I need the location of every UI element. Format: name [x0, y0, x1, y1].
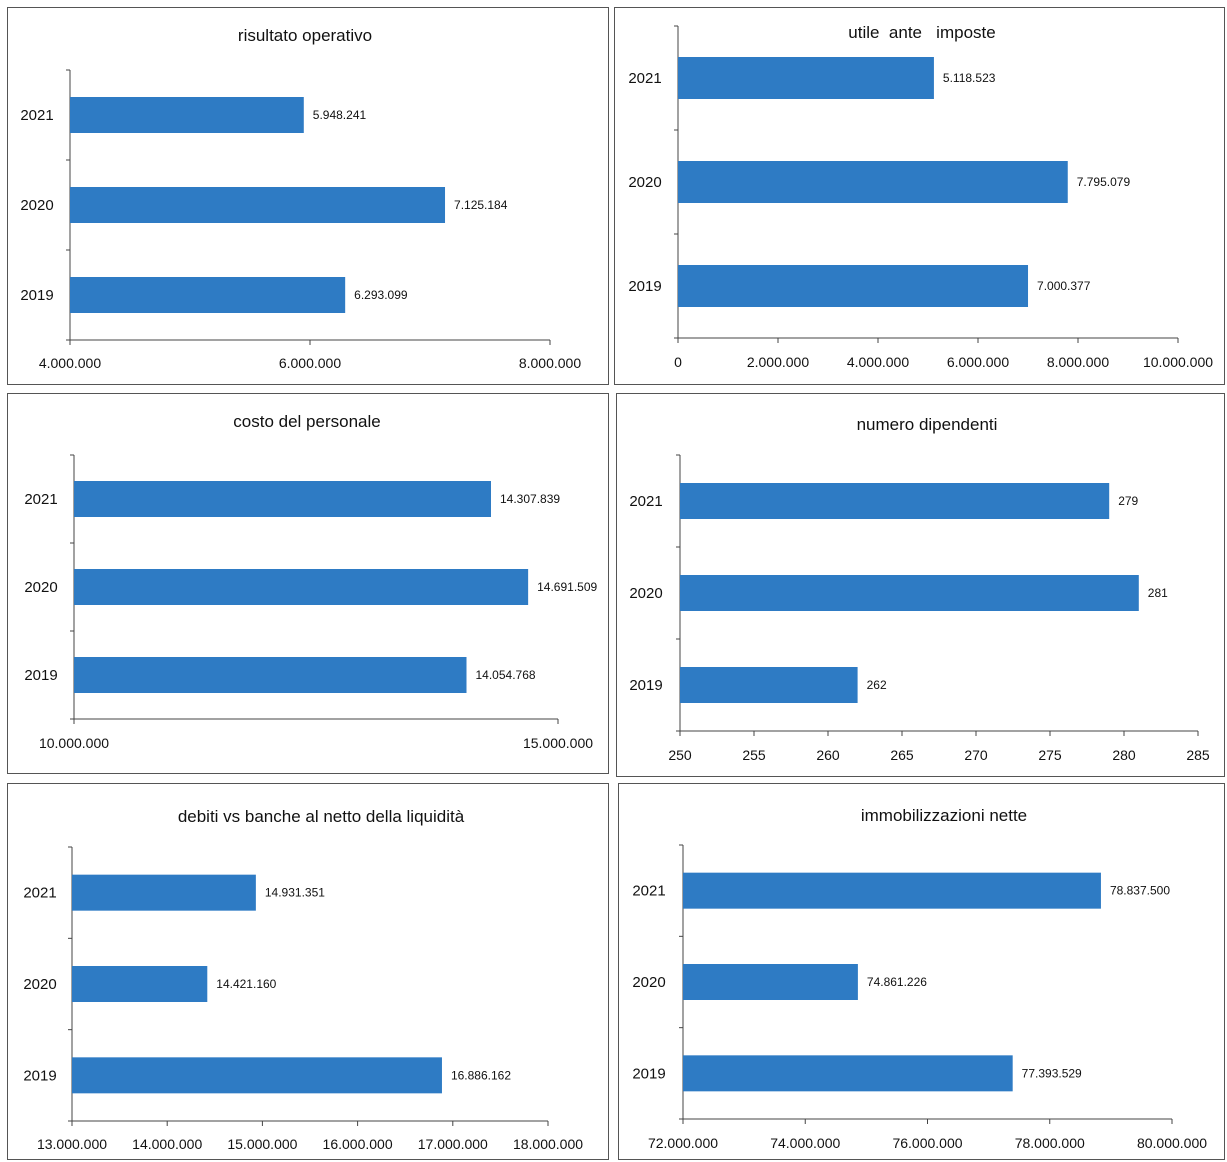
- x-tick-label: 4.000.000: [39, 355, 101, 371]
- value-label: 279: [1118, 494, 1138, 508]
- x-tick-label: 275: [1038, 747, 1062, 763]
- category-label: 2020: [629, 585, 662, 602]
- bar-chart-1: utile ante imposte 0 2.000.000 4.000.000 6.0…: [628, 23, 1213, 370]
- value-label: 14.691.509: [537, 580, 597, 594]
- x-tick-label: 13.000.000: [37, 1136, 107, 1152]
- x-tick-label: 8.000.000: [1047, 354, 1109, 370]
- category-label: 2020: [23, 976, 56, 993]
- x-tick-label: 6.000.000: [279, 355, 341, 371]
- bar-2021: [70, 97, 304, 133]
- bar-chart-2: costo del personale 10.000.000 15.000.000 2…: [24, 412, 597, 751]
- category-label: 2020: [24, 579, 57, 596]
- x-tick-label: 285: [1186, 747, 1210, 763]
- x-tick-label: 6.000.000: [947, 354, 1009, 370]
- bar-2020: [74, 569, 529, 605]
- value-label: 7.795.079: [1077, 175, 1131, 189]
- x-tick-label: 250: [668, 747, 692, 763]
- category-label: 2021: [23, 885, 56, 902]
- value-label: 6.293.099: [354, 288, 408, 302]
- bar-2019: [72, 1057, 442, 1094]
- x-tick-label: 260: [816, 747, 840, 763]
- bar-2020: [678, 161, 1068, 203]
- value-label: 16.886.162: [451, 1068, 511, 1082]
- x-tick-label: 10.000.000: [1143, 354, 1213, 370]
- bar-2020: [70, 187, 446, 223]
- x-tick-label: 4.000.000: [847, 354, 909, 370]
- category-label: 2021: [24, 491, 57, 508]
- x-tick-label: 72.000.000: [648, 1135, 718, 1151]
- chart-title: risultato operativo: [238, 26, 372, 45]
- bar-2021: [683, 872, 1101, 909]
- category-label: 2019: [23, 1067, 56, 1084]
- value-label: 281: [1148, 586, 1168, 600]
- chart-title: debiti vs banche al netto della liquidit…: [178, 807, 465, 826]
- value-label: 5.948.241: [313, 108, 367, 122]
- value-label: 78.837.500: [1110, 884, 1170, 898]
- category-label: 2019: [629, 677, 662, 694]
- chart-title: utile ante imposte: [848, 23, 995, 42]
- x-tick-label: 280: [1112, 747, 1136, 763]
- bar-2020: [72, 966, 208, 1002]
- category-label: 2021: [628, 70, 661, 87]
- bar-2021: [678, 57, 934, 99]
- x-tick-label: 15.000.000: [523, 735, 593, 751]
- bar-2019: [70, 277, 346, 313]
- x-tick-label: 15.000.000: [227, 1136, 297, 1152]
- x-tick-label: 80.000.000: [1137, 1135, 1207, 1151]
- value-label: 14.307.839: [500, 492, 560, 506]
- value-label: 77.393.529: [1022, 1066, 1082, 1080]
- category-label: 2019: [20, 287, 53, 304]
- x-tick-label: 270: [964, 747, 988, 763]
- chart-title: immobilizzazioni nette: [861, 806, 1027, 825]
- category-label: 2021: [632, 883, 665, 900]
- x-tick-label: 76.000.000: [892, 1135, 962, 1151]
- x-tick-label: 17.000.000: [418, 1136, 488, 1152]
- bar-2021: [74, 481, 491, 517]
- category-label: 2020: [628, 174, 661, 191]
- value-label: 74.861.226: [867, 975, 927, 989]
- x-tick-label: 2.000.000: [747, 354, 809, 370]
- category-label: 2020: [632, 974, 665, 991]
- x-tick-label: 265: [890, 747, 914, 763]
- category-label: 2021: [20, 107, 53, 124]
- bar-2019: [678, 265, 1029, 307]
- x-tick-label: 74.000.000: [770, 1135, 840, 1151]
- x-tick-label: 255: [742, 747, 766, 763]
- value-label: 5.118.523: [943, 71, 996, 85]
- bar-2021: [680, 483, 1110, 519]
- chart-title: numero dipendenti: [857, 415, 998, 434]
- x-tick-label: 18.000.000: [513, 1136, 583, 1152]
- bar-2020: [680, 575, 1139, 611]
- value-label: 7.000.377: [1037, 279, 1091, 293]
- x-tick-label: 14.000.000: [132, 1136, 202, 1152]
- bar-2019: [74, 657, 467, 693]
- category-label: 2019: [24, 667, 57, 684]
- category-label: 2021: [629, 493, 662, 510]
- category-label: 2020: [20, 197, 53, 214]
- category-label: 2019: [628, 278, 661, 295]
- value-label: 262: [867, 678, 887, 692]
- bar-2020: [683, 964, 858, 1000]
- bar-chart-4: debiti vs banche al netto della liquidit…: [23, 807, 583, 1152]
- bar-chart-0: risultato operativo 4.000.000 6.000.000 8.0…: [20, 26, 581, 371]
- x-tick-label: 16.000.000: [323, 1136, 393, 1152]
- value-label: 14.054.768: [476, 668, 536, 682]
- category-label: 2019: [632, 1065, 665, 1082]
- bar-chart-5: immobilizzazioni nette 72.000.000 74.000.0…: [632, 806, 1207, 1151]
- x-tick-label: 0: [674, 354, 682, 370]
- value-label: 7.125.184: [454, 198, 508, 212]
- bar-2019: [680, 667, 858, 703]
- value-label: 14.931.351: [265, 886, 325, 900]
- bar-2019: [683, 1055, 1013, 1092]
- x-tick-label: 10.000.000: [39, 735, 109, 751]
- x-tick-label: 78.000.000: [1015, 1135, 1085, 1151]
- chart-title: costo del personale: [233, 412, 380, 431]
- value-label: 14.421.160: [216, 977, 276, 991]
- x-tick-label: 8.000.000: [519, 355, 581, 371]
- bar-chart-3: numero dipendenti 250 255 260 265 270 275 280 28…: [629, 415, 1210, 763]
- bar-2021: [72, 874, 256, 911]
